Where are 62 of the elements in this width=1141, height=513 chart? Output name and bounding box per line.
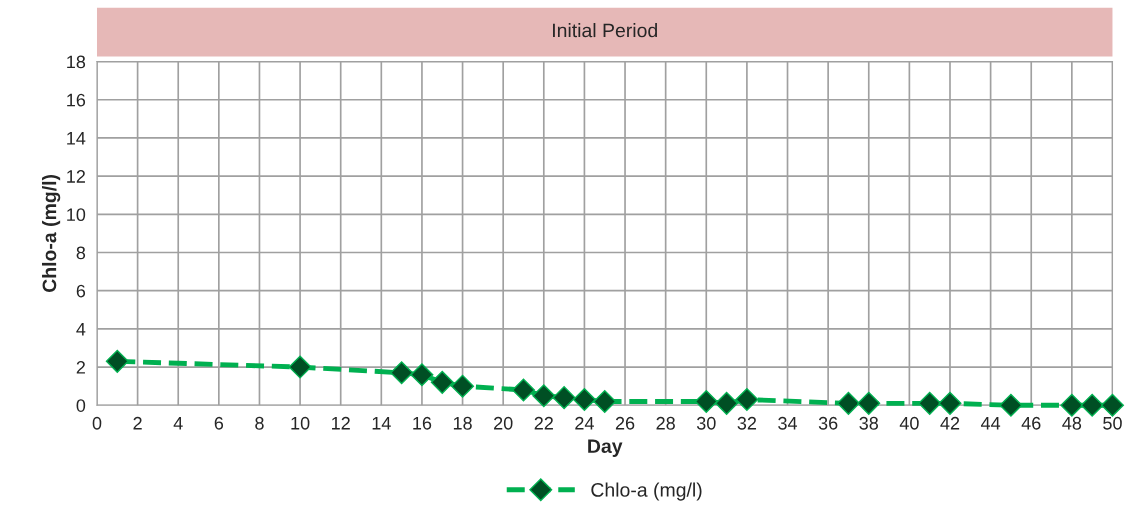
y-tick-label: 8 <box>76 246 86 260</box>
point <box>451 374 475 398</box>
y-tick-label: 0 <box>76 399 86 412</box>
x-tick-label: 22 <box>534 416 553 430</box>
x-tick-label: 12 <box>332 416 350 430</box>
point <box>1080 393 1104 417</box>
y-tick-label: 6 <box>76 284 86 298</box>
y-tick-label: 10 <box>67 208 86 222</box>
point <box>390 361 414 385</box>
x-tick-label: 16 <box>413 416 432 430</box>
y-tick-label: 12 <box>67 170 85 183</box>
x-tick-label: 50 <box>1103 416 1122 430</box>
x-tick-label: 26 <box>615 416 635 430</box>
x-tick-label: 34 <box>778 416 798 430</box>
x-tick-label: 18 <box>453 416 472 430</box>
x-tick-label: 4 <box>173 417 183 430</box>
x-tick-label: 14 <box>372 417 391 430</box>
point <box>511 378 535 402</box>
x-tick-label: 8 <box>255 416 264 430</box>
x-tick-label: 24 <box>575 416 594 430</box>
point <box>735 388 759 412</box>
point <box>532 384 556 408</box>
x-tick-label: 10 <box>291 416 310 430</box>
x-tick-label: 28 <box>656 416 675 430</box>
point <box>1100 393 1124 417</box>
x-tick-label: 36 <box>818 416 838 430</box>
y-tick-label: 2 <box>76 361 85 374</box>
point <box>938 391 962 415</box>
x-tick-label: 42 <box>940 416 960 430</box>
point <box>715 391 739 415</box>
point <box>430 370 454 394</box>
x-tick-label: 20 <box>494 416 513 430</box>
x-axis-title: Day <box>588 439 623 457</box>
y-tick-label: 16 <box>67 93 86 107</box>
y-axis-title: Chlo-a (mg/l) <box>42 174 61 293</box>
y-tick-label: 14 <box>67 132 86 145</box>
y-tick-label: 18 <box>67 55 86 69</box>
point <box>836 391 860 415</box>
x-tick-label: 30 <box>696 416 716 430</box>
x-tick-label: 44 <box>980 417 1001 430</box>
point <box>593 389 617 413</box>
x-tick-label: 38 <box>859 416 879 430</box>
point <box>410 363 434 387</box>
x-tick-label: 48 <box>1062 416 1082 430</box>
point <box>105 349 129 373</box>
x-tick-label: 40 <box>899 416 919 430</box>
x-tick-label: 6 <box>214 416 224 430</box>
x-tick-label: 2 <box>133 416 142 430</box>
x-tick-label: 0 <box>92 416 102 430</box>
y-tick-label: 4 <box>76 323 86 336</box>
point <box>288 355 312 379</box>
point <box>572 388 596 412</box>
legend-label: Chlo-a (mg/l) <box>591 482 702 501</box>
x-tick-label: 32 <box>737 416 757 430</box>
point <box>552 386 576 410</box>
point <box>999 393 1023 417</box>
point <box>694 389 718 413</box>
x-tick-label: 46 <box>1021 416 1041 430</box>
point <box>1060 393 1084 417</box>
point <box>918 391 942 415</box>
point <box>857 391 881 415</box>
chart-title: Initial Period <box>553 23 657 38</box>
